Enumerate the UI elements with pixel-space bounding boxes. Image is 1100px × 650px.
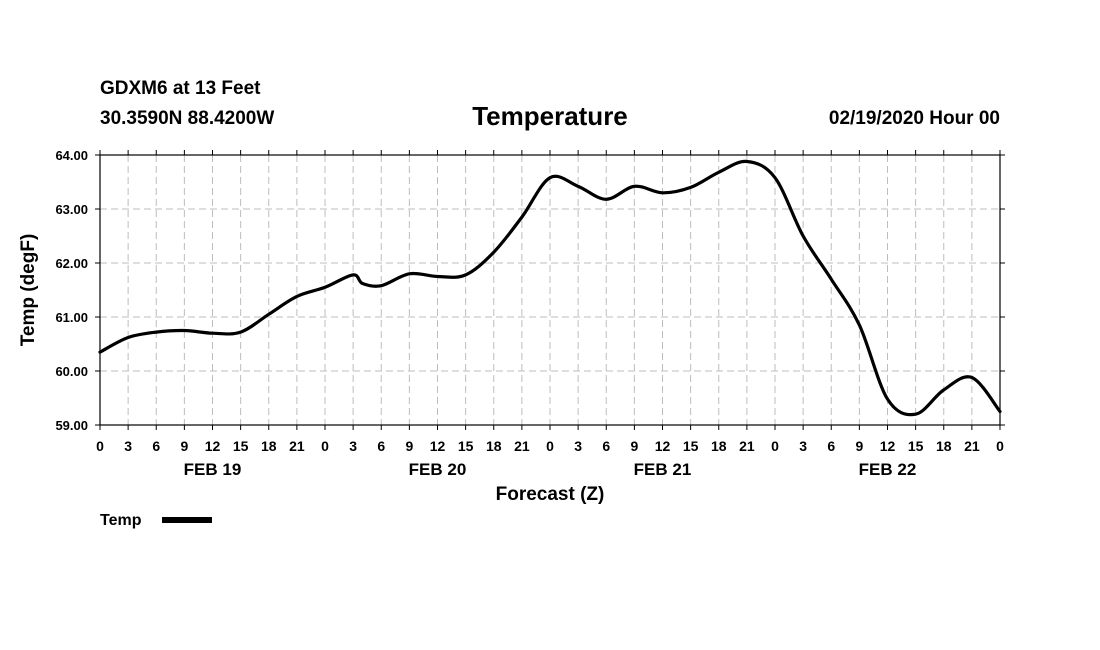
temp-series-line <box>98 159 1002 417</box>
y-axis-label: Temp (degF) <box>18 234 39 347</box>
x-tick-label: 18 <box>486 438 502 454</box>
legend: Temp <box>100 512 212 529</box>
grid <box>100 155 1000 425</box>
x-tick-label: 0 <box>546 438 554 454</box>
plot-frame <box>99 154 1001 426</box>
axes: 59.00 60.00 61.00 62.00 63.00 64.00 0 3 6 9 12 15 18… <box>55 148 1005 479</box>
x-tick-label: 9 <box>855 438 863 454</box>
day-label: FEB 21 <box>634 460 692 479</box>
station-label: GDXM6 at 13 Feet <box>100 78 261 99</box>
x-tick-label: 9 <box>180 438 188 454</box>
x-tick-label: 12 <box>655 438 671 454</box>
x-tick-label: 21 <box>964 438 980 454</box>
x-tick-label: 6 <box>377 438 385 454</box>
x-tick-label: 18 <box>936 438 952 454</box>
x-tick-label: 15 <box>683 438 699 454</box>
x-tick-label: 9 <box>405 438 413 454</box>
x-tick-label: 9 <box>630 438 638 454</box>
day-label: FEB 22 <box>859 460 917 479</box>
x-tick-label: 6 <box>152 438 160 454</box>
x-tick-label: 0 <box>771 438 779 454</box>
series <box>98 159 1002 417</box>
x-tick-label: 3 <box>124 438 132 454</box>
x-tick-label: 18 <box>261 438 277 454</box>
x-tick-label: 3 <box>574 438 582 454</box>
x-tick-label: 6 <box>827 438 835 454</box>
x-tick-label: 0 <box>996 438 1004 454</box>
x-tick-label: 15 <box>458 438 474 454</box>
y-tick-label: 59.00 <box>55 418 88 433</box>
day-label: FEB 19 <box>184 460 242 479</box>
x-tick-label: 3 <box>349 438 357 454</box>
x-tick-label: 12 <box>205 438 221 454</box>
x-tick-label: 21 <box>514 438 530 454</box>
chart-title: Temperature <box>472 101 628 131</box>
x-tick-label: 0 <box>321 438 329 454</box>
x-tick-label: 12 <box>430 438 446 454</box>
forecast-datetime: 02/19/2020 Hour 00 <box>829 108 1000 129</box>
x-tick-label: 15 <box>908 438 924 454</box>
y-tick-label: 60.00 <box>55 364 88 379</box>
x-tick-label: 3 <box>799 438 807 454</box>
legend-label: Temp <box>100 512 142 529</box>
day-label: FEB 20 <box>409 460 467 479</box>
x-tick-label: 0 <box>96 438 104 454</box>
x-tick-label: 21 <box>289 438 305 454</box>
y-tick-label: 62.00 <box>55 256 88 271</box>
x-axis-label: Forecast (Z) <box>496 484 605 505</box>
y-tick-label: 61.00 <box>55 310 88 325</box>
location-label: 30.3590N 88.4200W <box>100 108 274 129</box>
y-tick-label: 63.00 <box>55 202 88 217</box>
x-tick-label: 15 <box>233 438 249 454</box>
x-tick-label: 21 <box>739 438 755 454</box>
x-tick-label: 12 <box>880 438 896 454</box>
x-tick-label: 18 <box>711 438 727 454</box>
x-tick-label: 6 <box>602 438 610 454</box>
y-tick-label: 64.00 <box>55 148 88 163</box>
